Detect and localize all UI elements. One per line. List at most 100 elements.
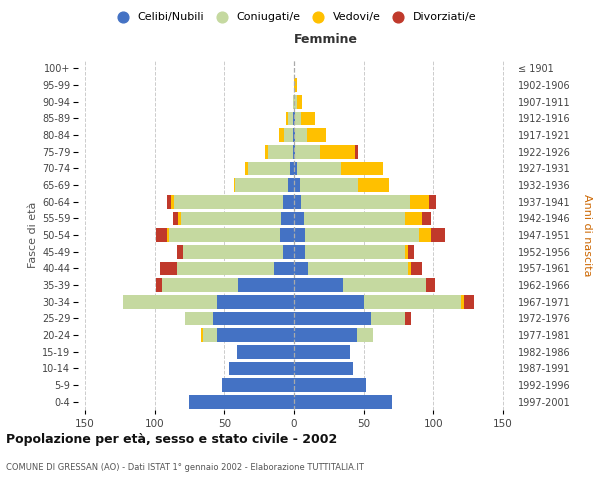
Bar (278, 128, 284, 142)
Bar (293, 95, 294, 108)
Bar (294, 128, 295, 142)
Bar (294, 262, 308, 275)
Bar (289, 178, 294, 192)
Bar (229, 362, 294, 375)
Bar (122, 295, 217, 308)
Bar (294, 95, 297, 108)
Bar (305, 245, 406, 258)
Bar (294, 162, 297, 175)
Bar (364, 295, 461, 308)
Bar (294, 245, 305, 258)
Bar (294, 112, 295, 125)
Bar (245, 162, 248, 175)
Bar (280, 228, 294, 242)
Bar (294, 362, 353, 375)
Bar (294, 178, 299, 192)
Bar (411, 262, 422, 275)
Bar (294, 295, 364, 308)
Bar (283, 195, 294, 208)
Bar (182, 245, 283, 258)
Bar (284, 128, 293, 142)
Bar (294, 195, 301, 208)
Bar (156, 228, 167, 242)
Bar (290, 162, 294, 175)
Bar (371, 312, 406, 325)
Bar (174, 195, 283, 208)
Bar (274, 262, 294, 275)
Bar (156, 278, 161, 292)
Bar (429, 195, 436, 208)
Bar (358, 178, 389, 192)
Bar (248, 162, 290, 175)
Bar (461, 295, 464, 308)
Bar (410, 195, 429, 208)
Bar (294, 145, 295, 158)
Bar (283, 245, 294, 258)
Bar (294, 345, 350, 358)
Bar (185, 312, 213, 325)
Bar (294, 78, 297, 92)
Bar (320, 145, 355, 158)
Bar (177, 262, 274, 275)
Bar (406, 212, 422, 225)
Bar (408, 262, 411, 275)
Bar (293, 128, 294, 142)
Bar (294, 312, 371, 325)
Bar (357, 328, 373, 342)
Bar (217, 295, 294, 308)
Bar (221, 378, 294, 392)
Bar (295, 112, 301, 125)
Bar (464, 295, 474, 308)
Bar (200, 328, 203, 342)
Legend: Celibi/Nubili, Coniugati/e, Vedovi/e, Divorziati/e: Celibi/Nubili, Coniugati/e, Vedovi/e, Di… (107, 8, 481, 26)
Bar (294, 278, 343, 292)
Bar (406, 312, 411, 325)
Bar (238, 278, 294, 292)
Text: COMUNE DI GRESSAN (AO) - Dati ISTAT 1° gennaio 2002 - Elaborazione TUTTITALIA.IT: COMUNE DI GRESSAN (AO) - Dati ISTAT 1° g… (6, 462, 364, 471)
Bar (295, 128, 307, 142)
Bar (294, 228, 305, 242)
Bar (427, 278, 435, 292)
Bar (301, 112, 315, 125)
Bar (431, 228, 445, 242)
Bar (172, 195, 174, 208)
Bar (177, 245, 182, 258)
Bar (173, 212, 178, 225)
Y-axis label: Fasce di età: Fasce di età (28, 202, 38, 268)
Bar (406, 245, 408, 258)
Bar (308, 262, 408, 275)
Bar (294, 212, 304, 225)
Bar (161, 278, 238, 292)
Bar (268, 145, 293, 158)
Bar (217, 328, 294, 342)
Bar (167, 228, 169, 242)
Text: Popolazione per età, sesso e stato civile - 2002: Popolazione per età, sesso e stato civil… (6, 432, 337, 446)
Bar (304, 212, 406, 225)
Bar (234, 178, 235, 192)
Bar (299, 178, 358, 192)
Bar (190, 395, 294, 408)
Bar (281, 212, 294, 225)
Bar (293, 145, 294, 158)
Bar (294, 378, 367, 392)
Bar (295, 145, 320, 158)
Bar (178, 212, 181, 225)
Bar (408, 245, 414, 258)
Bar (341, 162, 383, 175)
Bar (419, 228, 431, 242)
Bar (297, 95, 302, 108)
Bar (343, 278, 427, 292)
Bar (169, 228, 280, 242)
Bar (265, 145, 268, 158)
Bar (297, 162, 341, 175)
Bar (289, 112, 293, 125)
Bar (213, 312, 294, 325)
Text: Femmine: Femmine (294, 33, 358, 46)
Bar (301, 195, 410, 208)
Bar (294, 328, 357, 342)
Bar (422, 212, 431, 225)
Bar (286, 112, 289, 125)
Bar (237, 345, 294, 358)
Bar (235, 178, 289, 192)
Bar (203, 328, 217, 342)
